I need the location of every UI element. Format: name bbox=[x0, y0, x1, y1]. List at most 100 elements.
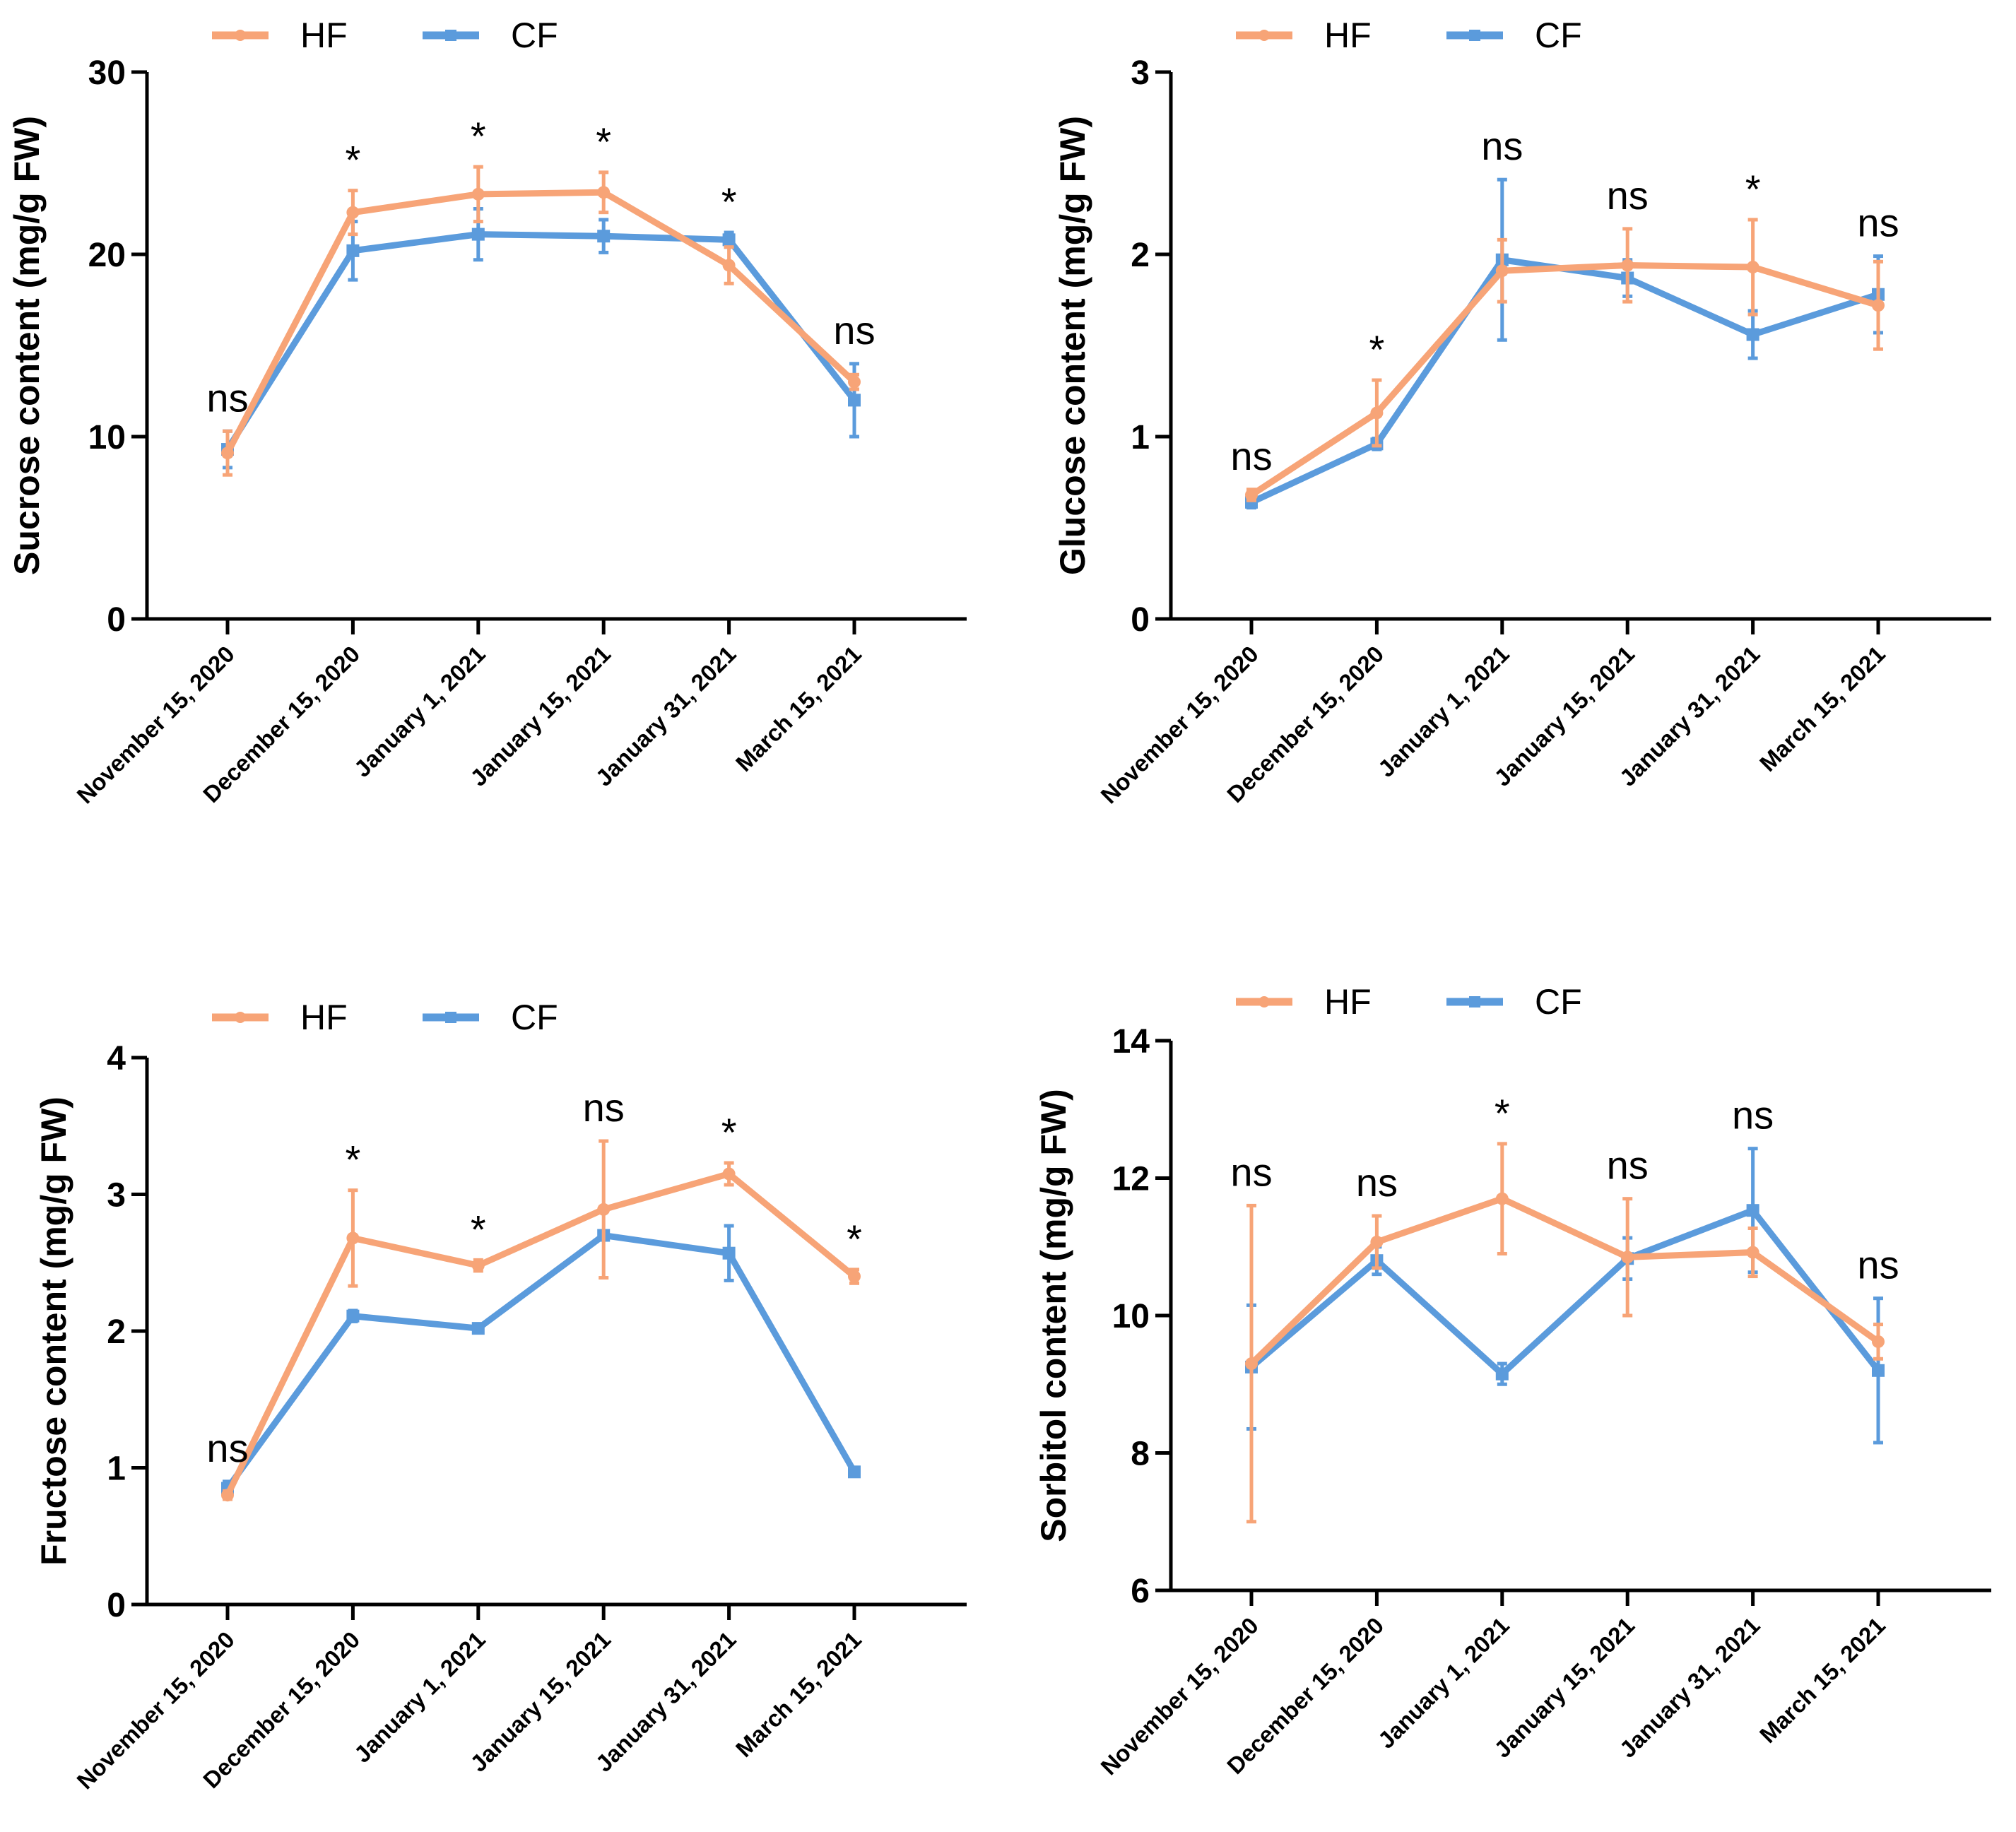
legend-label: CF bbox=[1535, 982, 1582, 1022]
y-tick-label: 6 bbox=[1131, 1573, 1150, 1610]
data-point bbox=[221, 1489, 234, 1502]
legend: HF CF bbox=[212, 16, 558, 55]
significance-label: * bbox=[847, 1217, 862, 1261]
significance-label: ns bbox=[833, 308, 875, 353]
series-hf bbox=[221, 1139, 861, 1502]
y-tick-label: 20 bbox=[88, 237, 126, 274]
legend-marker bbox=[1469, 30, 1480, 41]
data-point bbox=[722, 1167, 736, 1181]
data-point bbox=[346, 244, 360, 257]
legend-label: HF bbox=[300, 16, 348, 55]
y-tick-label: 14 bbox=[1112, 1023, 1150, 1060]
significance-label: * bbox=[346, 138, 361, 182]
series-line bbox=[1249, 261, 1880, 498]
series-line bbox=[1249, 1195, 1880, 1366]
x-tick-label: January 1, 2021 bbox=[349, 641, 490, 782]
series-cf bbox=[221, 1224, 861, 1497]
series-line bbox=[225, 189, 857, 455]
data-point bbox=[1370, 1235, 1384, 1248]
legend-marker bbox=[1469, 996, 1480, 1007]
data-point bbox=[848, 1465, 861, 1479]
significance-label: ns bbox=[1607, 1143, 1649, 1188]
significance-label: ns bbox=[1607, 173, 1649, 218]
series-line bbox=[225, 231, 857, 451]
data-point bbox=[346, 1231, 360, 1245]
data-point bbox=[1746, 261, 1759, 274]
data-point bbox=[1495, 264, 1509, 278]
y-axis-title: Glucose content (mg/g FW) bbox=[1053, 116, 1092, 575]
legend-marker bbox=[445, 30, 456, 41]
y-tick-label: 10 bbox=[1112, 1298, 1150, 1335]
data-point bbox=[722, 1246, 736, 1260]
data-point bbox=[346, 1309, 360, 1323]
legend-label: CF bbox=[511, 998, 558, 1037]
y-tick-label: 12 bbox=[1112, 1161, 1150, 1198]
significance-label: * bbox=[596, 119, 611, 164]
data-point bbox=[471, 1259, 485, 1272]
significance-label: ns bbox=[1732, 1093, 1774, 1137]
data-point bbox=[1621, 259, 1634, 272]
y-tick-label: 30 bbox=[88, 54, 126, 92]
series-cf bbox=[1245, 1147, 1885, 1445]
series-line bbox=[224, 1170, 856, 1497]
data-point bbox=[848, 394, 861, 407]
significance-label: * bbox=[1495, 1091, 1510, 1135]
significance-label: * bbox=[471, 114, 486, 158]
significance-label: * bbox=[721, 179, 737, 224]
significance-label: ns bbox=[206, 375, 248, 420]
x-tick-label: January 15, 2021 bbox=[1489, 641, 1639, 791]
data-point bbox=[1621, 1251, 1634, 1264]
significance-label: * bbox=[471, 1207, 486, 1251]
significance-label: ns bbox=[1857, 1243, 1899, 1287]
data-point bbox=[1872, 1335, 1885, 1348]
legend-label: HF bbox=[300, 998, 348, 1037]
y-tick-label: 3 bbox=[107, 1177, 126, 1215]
data-point bbox=[1872, 299, 1885, 312]
data-point bbox=[346, 206, 360, 219]
series-line bbox=[1250, 256, 1880, 505]
significance-label: ns bbox=[1857, 201, 1899, 245]
legend-marker bbox=[1258, 30, 1270, 41]
data-point bbox=[597, 186, 611, 199]
legend-marker bbox=[445, 1012, 456, 1023]
y-tick-label: 2 bbox=[107, 1313, 126, 1351]
x-tick-label: January 15, 2021 bbox=[465, 641, 615, 791]
significance-label: * bbox=[346, 1137, 361, 1182]
legend: HF CF bbox=[1236, 982, 1582, 1022]
legend-marker bbox=[1258, 996, 1270, 1007]
y-axis-title: Sucrose content (mg/g FW) bbox=[7, 116, 47, 575]
legend-label: CF bbox=[511, 16, 558, 55]
series-cf bbox=[221, 207, 861, 470]
significance-label: ns bbox=[1230, 434, 1272, 478]
y-axis-title: Sorbitol content (mg/g FW) bbox=[1034, 1089, 1073, 1542]
series-line bbox=[225, 1232, 857, 1491]
x-tick-label: January 31, 2021 bbox=[1615, 1612, 1765, 1763]
x-tick-label: January 1, 2021 bbox=[1373, 641, 1514, 782]
data-point bbox=[221, 447, 234, 460]
x-tick-label: March 15, 2021 bbox=[1755, 641, 1890, 776]
series-hf bbox=[221, 165, 861, 477]
series-hf bbox=[1245, 1142, 1885, 1524]
y-tick-label: 1 bbox=[107, 1450, 126, 1488]
data-point bbox=[1245, 1357, 1258, 1371]
data-point bbox=[597, 230, 611, 243]
y-tick-label: 8 bbox=[1131, 1436, 1150, 1473]
data-point bbox=[722, 233, 736, 247]
data-point bbox=[1245, 488, 1258, 502]
data-point bbox=[471, 227, 485, 241]
significance-label: ns bbox=[1356, 1160, 1398, 1205]
significance-label: ns bbox=[1481, 124, 1523, 168]
x-tick-label: March 15, 2021 bbox=[731, 641, 866, 776]
data-point bbox=[1495, 1367, 1509, 1381]
data-point bbox=[471, 1322, 485, 1335]
legend-label: CF bbox=[1535, 16, 1582, 55]
x-tick-label: March 15, 2021 bbox=[1755, 1612, 1890, 1748]
data-point bbox=[1872, 1364, 1885, 1377]
legend: HF CF bbox=[212, 998, 558, 1037]
significance-label: * bbox=[1369, 327, 1385, 372]
